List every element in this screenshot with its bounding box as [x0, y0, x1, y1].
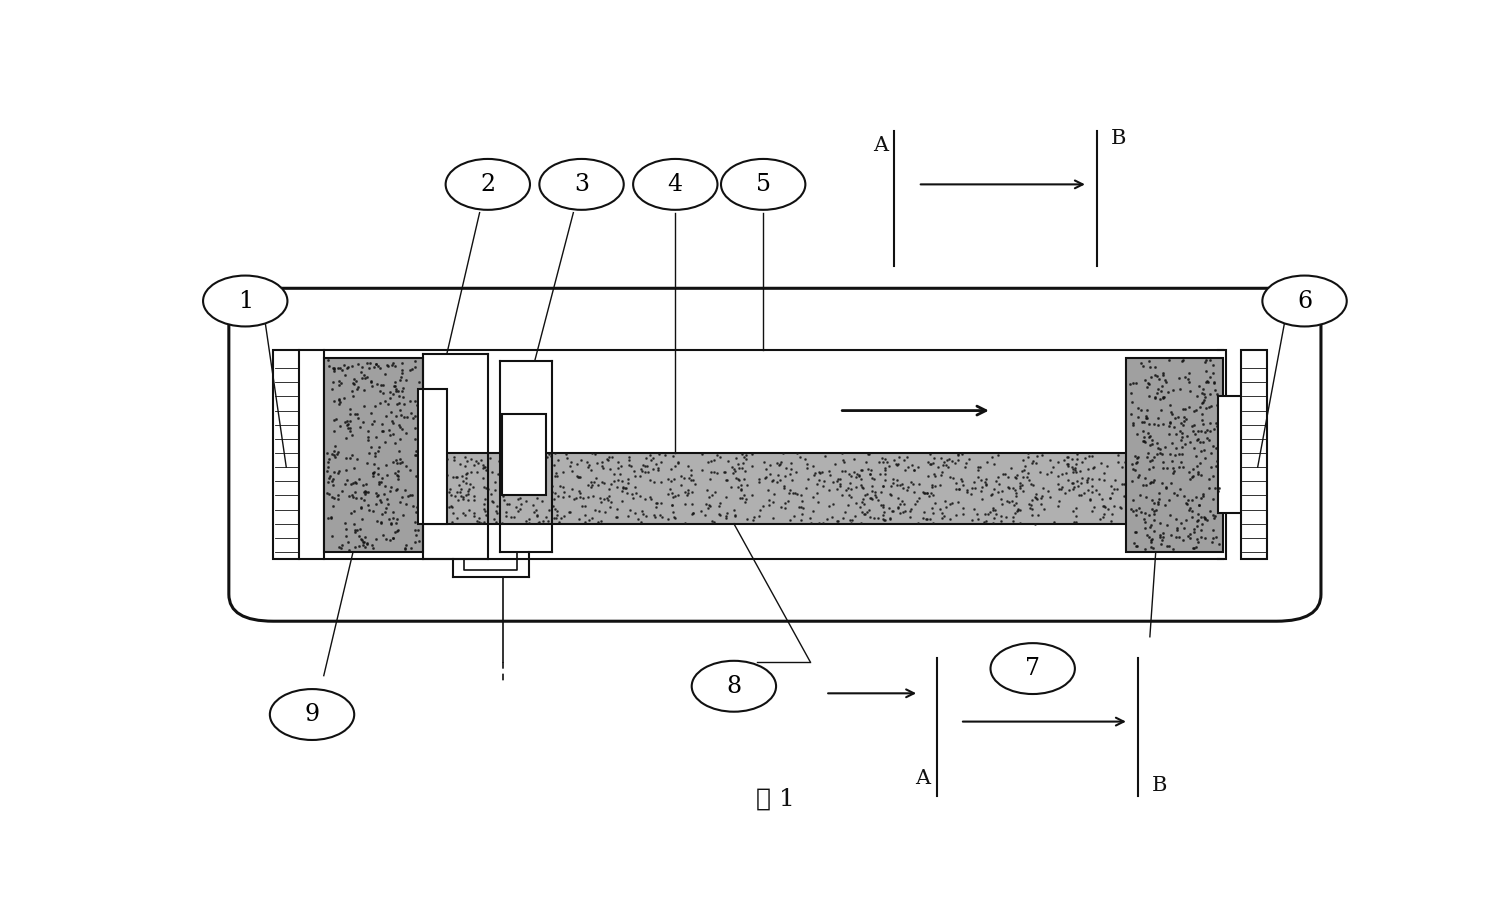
Text: 9: 9 — [304, 703, 319, 726]
Text: B: B — [1152, 776, 1167, 795]
Text: 3: 3 — [575, 173, 590, 196]
FancyBboxPatch shape — [228, 288, 1321, 621]
Text: 1: 1 — [237, 289, 253, 312]
Text: 4: 4 — [668, 173, 683, 196]
Bar — [274, 351, 299, 559]
Bar — [324, 351, 1226, 559]
Text: 7: 7 — [1025, 657, 1040, 680]
Text: 6: 6 — [1297, 289, 1312, 312]
Circle shape — [721, 159, 806, 210]
Text: A: A — [915, 768, 930, 788]
Bar — [324, 357, 423, 552]
Text: 图 1: 图 1 — [756, 788, 794, 811]
Bar — [502, 414, 546, 496]
Bar — [1217, 397, 1243, 513]
Text: A: A — [872, 136, 888, 155]
Circle shape — [446, 159, 531, 210]
Bar — [417, 389, 448, 523]
Text: B: B — [1110, 129, 1126, 148]
Text: 8: 8 — [726, 675, 741, 698]
Bar — [1241, 351, 1267, 559]
Circle shape — [1263, 275, 1347, 327]
Bar — [370, 453, 1179, 523]
Bar — [1126, 357, 1223, 552]
Text: 5: 5 — [756, 173, 771, 196]
Text: 2: 2 — [481, 173, 496, 196]
Circle shape — [691, 661, 776, 711]
Circle shape — [269, 689, 354, 740]
Circle shape — [634, 159, 718, 210]
Circle shape — [203, 275, 287, 327]
Circle shape — [990, 644, 1075, 694]
Circle shape — [540, 159, 624, 210]
